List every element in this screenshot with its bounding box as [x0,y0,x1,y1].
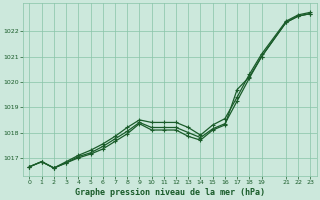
X-axis label: Graphe pression niveau de la mer (hPa): Graphe pression niveau de la mer (hPa) [75,188,265,197]
